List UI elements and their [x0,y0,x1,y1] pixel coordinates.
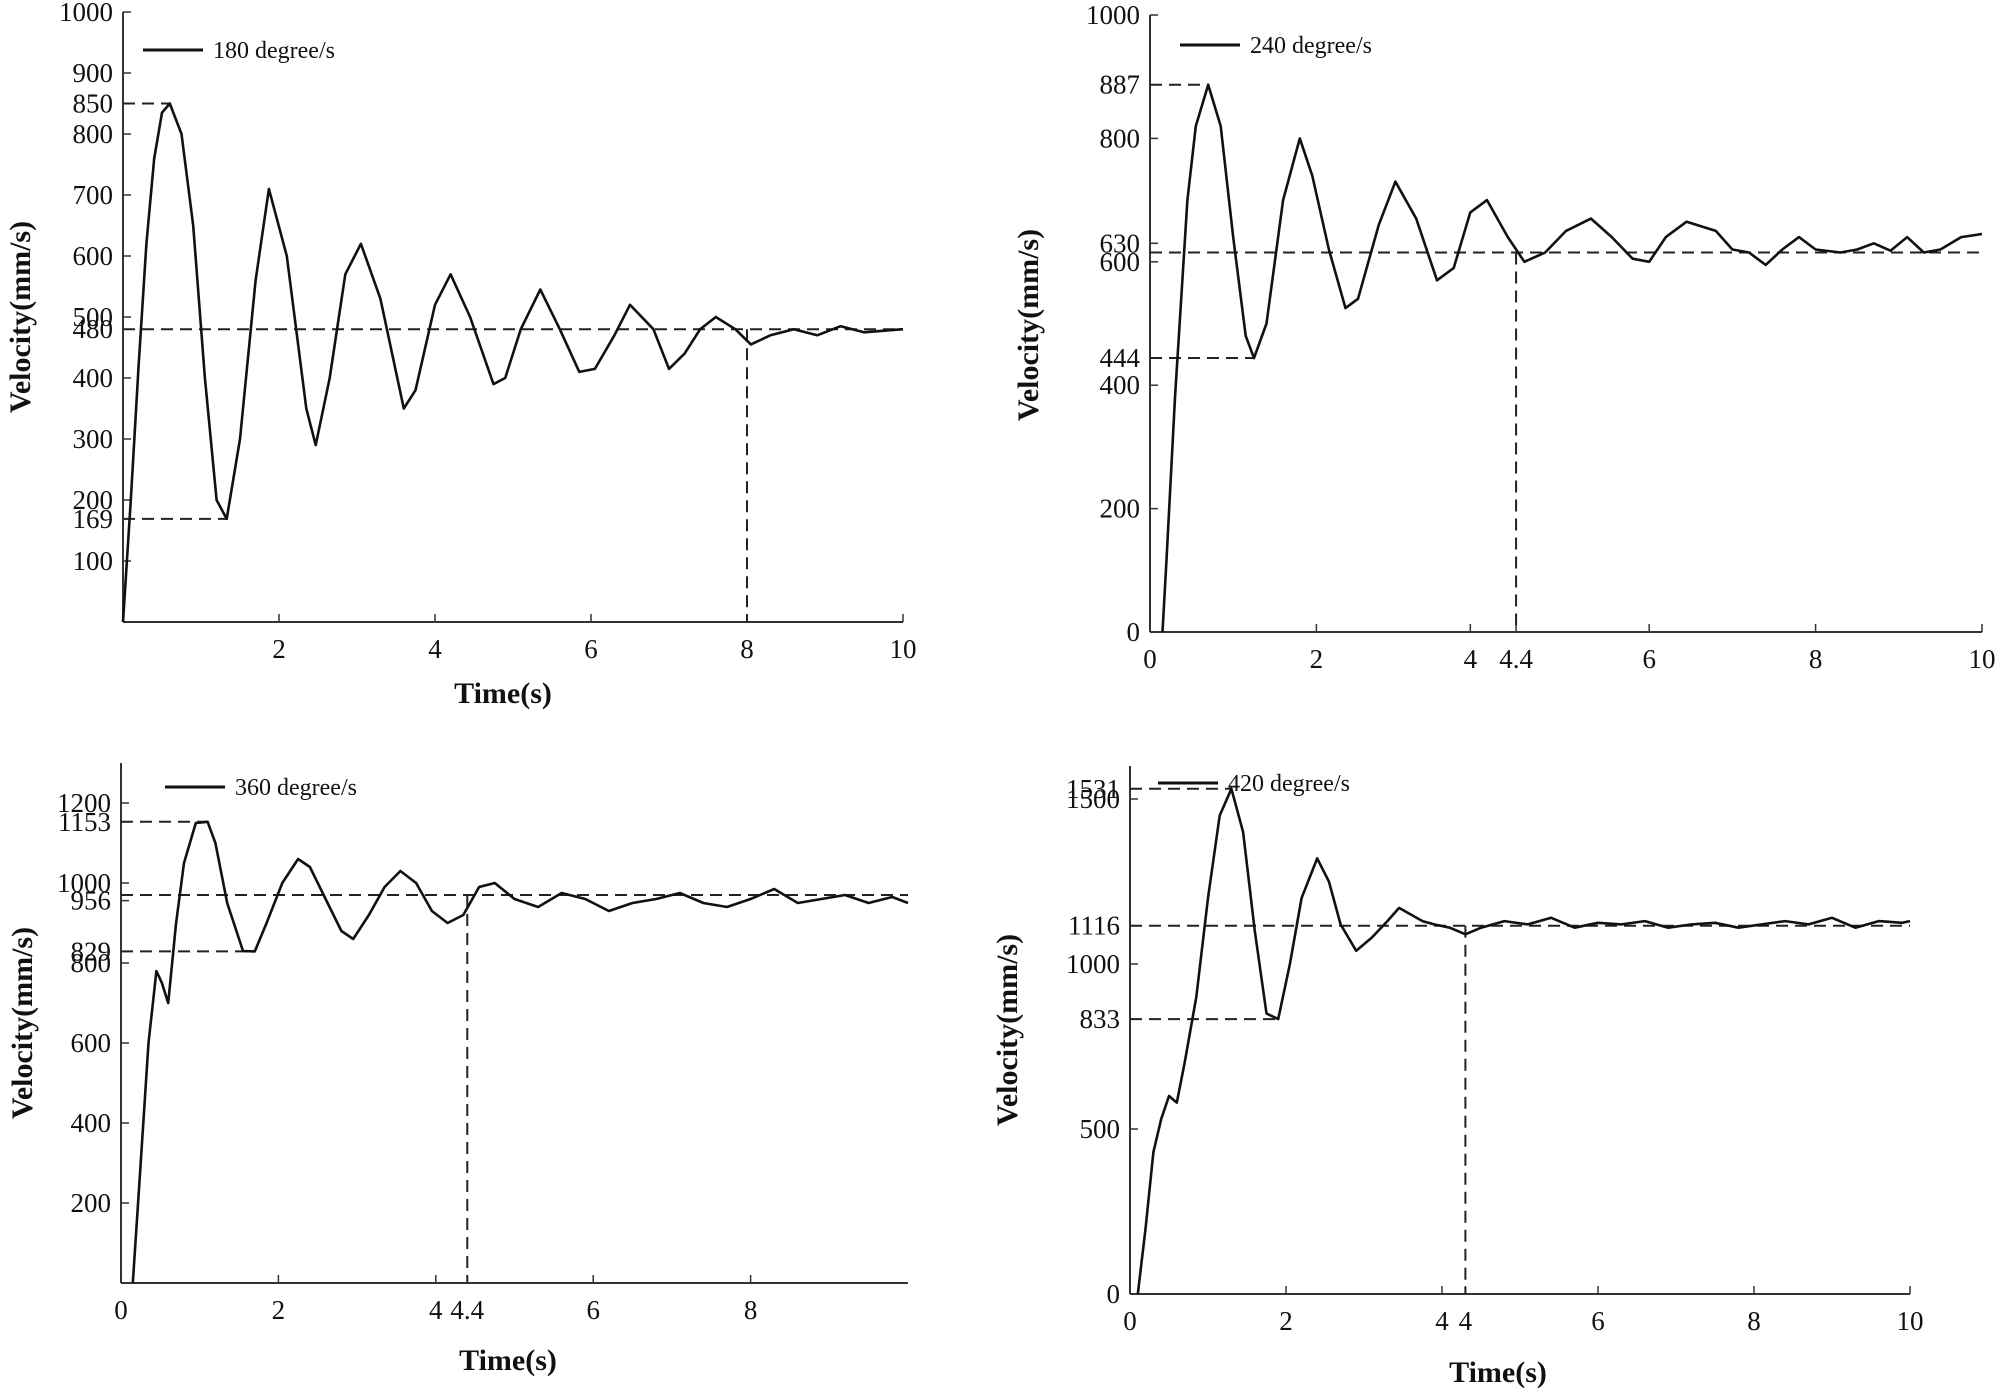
chart-0-y-tick-label: 300 [73,424,114,454]
chart-1-y-tick-label: 800 [1100,123,1141,153]
chart-1-y-tick-label: 600 [1100,247,1141,277]
chart-3-x-axis-label: Time(s) [1449,1356,1547,1389]
chart-2-y-tick-label: 200 [71,1188,112,1218]
chart-3-series-line [1136,787,1911,1295]
chart-0-y-tick-label: 800 [73,119,114,149]
chart-2-x-tick-label: 4 [429,1295,443,1325]
chart-1-x-tick-label: 6 [1642,644,1656,674]
chart-3-legend-label: 420 degree/s [1228,771,1350,797]
chart-2-x-tick-label: 8 [744,1295,758,1325]
chart-3-y-tick-label: 1531 [1066,774,1120,804]
chart-1-x-tick-label: 2 [1310,644,1324,674]
chart-1-y-tick-label: 887 [1100,70,1141,100]
chart-3-x-tick-label: 6 [1591,1306,1605,1336]
chart-3-x-tick-label: 10 [1897,1306,1924,1336]
chart-1-series-line [1161,83,1983,633]
chart-0-y-tick-label: 200 [73,485,114,515]
chart-0-series-line [121,102,904,623]
chart-2-y-tick-label: 829 [71,936,112,966]
chart-0-x-tick-label: 6 [584,634,598,664]
chart-0-y-axis-label: Velocity(mm/s) [4,221,37,413]
chart-0-x-tick-label: 8 [740,634,754,664]
chart-2-y-tick-label: 1200 [57,788,111,818]
chart-3-x-tick-label: 4 [1435,1306,1449,1336]
chart-2-y-tick-label: 800 [71,948,112,978]
chart-1-y-axis-label: Velocity(mm/s) [1012,229,1045,421]
chart-3-y-tick-label: 1500 [1066,784,1120,814]
chart-2-y-tick-label: 1153 [58,807,111,837]
chart-0-y-tick-label: 100 [73,546,114,576]
chart-0-y-tick-label: 480 [73,314,114,344]
chart-1-legend-label: 240 degree/s [1250,33,1372,59]
chart-0-y-tick-label: 900 [73,58,114,88]
chart-0-legend-label: 180 degree/s [213,38,335,64]
chart-3-y-tick-label: 833 [1080,1004,1121,1034]
chart-0-y-tick-label: 169 [73,504,114,534]
chart-2-x-tick-label: 4.4 [450,1295,484,1325]
chart-3-y-axis-label: Velocity(mm/s) [991,934,1024,1126]
chart-1-y-tick-label: 400 [1100,370,1141,400]
chart-1-x-tick-label: 8 [1809,644,1823,674]
chart-1-x-tick-label: 10 [1969,644,1996,674]
chart-0-y-tick-label: 500 [73,302,114,332]
chart-3-y-tick-label: 1116 [1068,911,1120,941]
chart-3-x-tick-label: 2 [1279,1306,1293,1336]
chart-1-y-tick-label: 0 [1127,617,1141,647]
chart-1-y-tick-label: 1000 [1086,0,1140,30]
chart-1-y-tick-label: 444 [1100,343,1141,373]
chart-0-y-tick-label: 700 [73,180,114,210]
chart-0-y-tick-label: 850 [73,89,114,119]
chart-0-y-tick-label: 600 [73,241,114,271]
chart-0-x-axis-label: Time(s) [454,677,552,710]
chart-3-y-tick-label: 1000 [1066,949,1120,979]
chart-2-y-axis-label: Velocity(mm/s) [6,927,39,1119]
chart-2-legend-label: 360 degree/s [235,775,357,801]
chart-1-x-tick-label: 4.4 [1499,644,1533,674]
chart-3-x-tick-label: 0 [1123,1306,1137,1336]
chart-2-y-tick-label: 400 [71,1108,112,1138]
chart-2-x-tick-label: 2 [272,1295,286,1325]
chart-1-y-tick-label: 200 [1100,494,1141,524]
chart-2-x-tick-label: 0 [114,1295,128,1325]
chart-1-y-tick-label: 630 [1100,228,1141,258]
chart-0-x-tick-label: 10 [890,634,917,664]
chart-1-x-tick-label: 0 [1143,644,1157,674]
chart-0-y-tick-label: 400 [73,363,114,393]
chart-2-x-axis-label: Time(s) [459,1344,557,1377]
chart-2-series-line [131,820,909,1284]
chart-3-y-tick-label: 0 [1107,1279,1121,1309]
chart-0-y-tick-label: 1000 [59,0,113,27]
chart-2-x-tick-label: 6 [586,1295,600,1325]
chart-1-x-tick-label: 4 [1464,644,1478,674]
chart-0-x-tick-label: 4 [428,634,442,664]
chart-0-x-tick-label: 2 [272,634,286,664]
chart-2-y-tick-label: 956 [71,886,112,916]
chart-3-y-tick-label: 500 [1080,1114,1121,1144]
chart-3-x-tick-label: 4 [1459,1306,1473,1336]
chart-2-y-tick-label: 1000 [57,868,111,898]
chart-3-x-tick-label: 8 [1747,1306,1761,1336]
chart-2-y-tick-label: 600 [71,1028,112,1058]
